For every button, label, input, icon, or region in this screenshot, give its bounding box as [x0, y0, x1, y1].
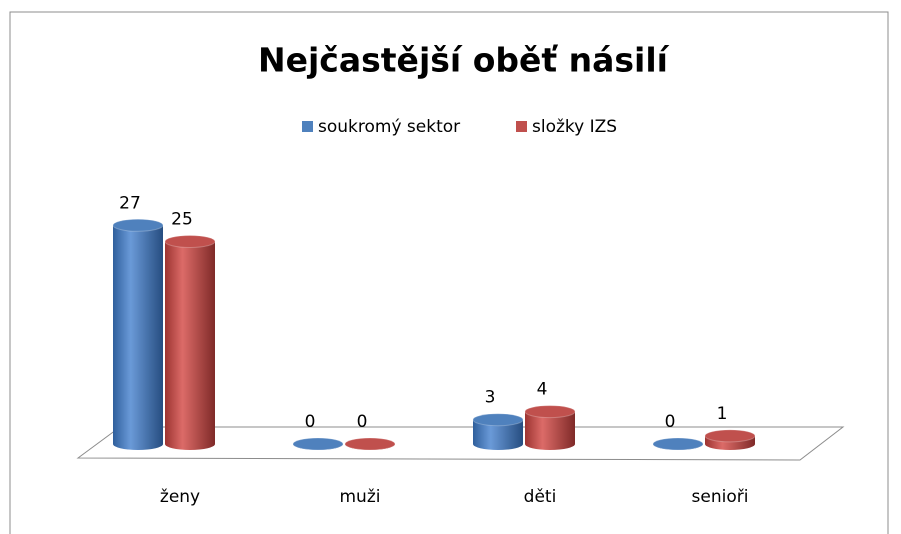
data-label: 4: [537, 380, 548, 400]
data-label: 3: [485, 388, 496, 408]
data-label: 25: [171, 210, 193, 230]
floor: [76, 426, 845, 461]
bar: [524, 405, 576, 450]
bar: [112, 218, 164, 450]
bar-top: [472, 413, 524, 427]
data-label: 1: [717, 404, 728, 424]
bar: [652, 437, 704, 451]
bar: [164, 235, 216, 450]
data-label: 0: [665, 412, 676, 432]
bar-top: [652, 437, 704, 451]
bar-body: [113, 225, 163, 450]
x-tick-label: senioři: [692, 487, 749, 507]
x-tick-label: děti: [524, 487, 557, 507]
bar-top: [344, 437, 396, 451]
bar-body: [473, 419, 523, 450]
legend-swatch: [302, 121, 313, 132]
bar: [344, 437, 396, 451]
bar-top: [164, 235, 216, 248]
legend-label: soukromý sektor: [318, 117, 460, 137]
bar: [472, 413, 524, 450]
data-label: 0: [305, 412, 316, 432]
data-label: 27: [119, 193, 141, 213]
bar-top: [524, 405, 576, 419]
legend-label: složky IZS: [532, 117, 617, 137]
x-tick-label: ženy: [160, 487, 200, 507]
bar: [292, 437, 344, 451]
bar-top: [704, 429, 756, 443]
data-label: 0: [357, 412, 368, 432]
bar: [704, 429, 756, 450]
legend-swatch: [516, 121, 527, 132]
bar-top: [112, 218, 164, 232]
bar-body: [525, 411, 575, 450]
bar-top: [292, 437, 344, 451]
chart-title: Nejčastější oběť násilí: [258, 41, 670, 80]
x-tick-label: muži: [340, 487, 381, 507]
bar-body: [165, 241, 215, 450]
